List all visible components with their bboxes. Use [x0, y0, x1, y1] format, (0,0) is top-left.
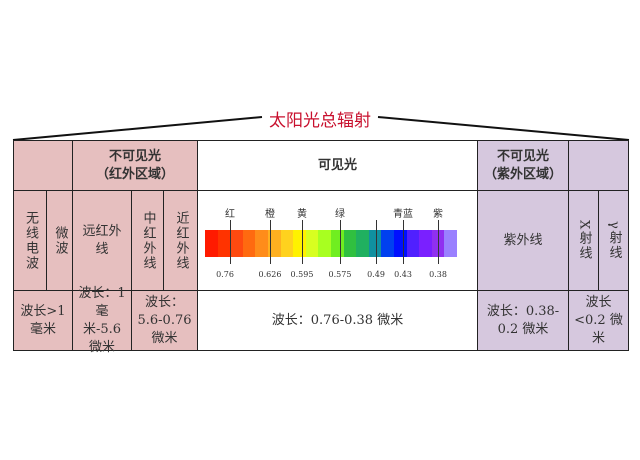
uv-wavelength: 波长：0.38-0.2 微米 — [477, 290, 569, 351]
spectrum-tick — [230, 220, 231, 264]
wavelength-value: 0.49 — [367, 270, 385, 279]
ultraviolet: 紫外线 — [477, 190, 569, 291]
microwave: 微波 — [52, 225, 68, 256]
spectrum-tick — [302, 220, 303, 264]
short-wavelength: 波长<0.2 微米 — [568, 290, 629, 351]
uv-header-text: 不可见光 — [496, 148, 549, 164]
spectrum-segment — [406, 230, 420, 257]
spectrum-segment — [356, 230, 369, 257]
spectrum-segment — [330, 230, 344, 257]
wavelength-value: 0.43 — [394, 270, 412, 279]
uv-header-sub: （紫外区域） — [483, 166, 562, 182]
wavelength-value: 0.575 — [328, 270, 352, 279]
far-infrared: 远红外线 — [72, 190, 132, 291]
gamma-ray: γ射线 — [606, 220, 622, 261]
spectrum-segment — [419, 230, 432, 257]
ir-empty-cell — [13, 140, 73, 191]
mid-infrared: 中红外线 — [140, 210, 156, 271]
uv-header: 不可见光 （紫外区域） — [477, 140, 569, 191]
spectrum-segment — [343, 230, 357, 257]
color-label: 橙 — [265, 209, 275, 220]
spectrum-segment — [318, 230, 331, 257]
spectrum-segment — [305, 230, 319, 257]
wavelength-value: 0.76 — [216, 270, 234, 279]
spectrum-tick — [376, 220, 377, 264]
ir-header: 不可见光 （红外区域） — [72, 140, 198, 191]
spectrum-segment — [280, 230, 294, 257]
diagram-title: 太阳光总辐射 — [269, 111, 371, 131]
spectrum-segment — [205, 230, 218, 257]
spectrum-segment — [255, 230, 268, 257]
spectrum-segment — [368, 230, 382, 257]
visible-header: 可见光 — [197, 140, 478, 191]
spectrum-segment — [381, 230, 394, 257]
spectrum-segment — [444, 230, 457, 257]
spectrum-segment — [242, 230, 256, 257]
far-ir-wavelength: 波长：1毫米-5.6微米 — [72, 286, 132, 355]
visible-wavelength: 波长：0.76-0.38 微米 — [197, 290, 478, 351]
radio-wavelength: 波长>1毫米 — [13, 290, 73, 351]
spectrum-segment — [230, 230, 243, 257]
radio-wave: 无线电波 — [23, 210, 38, 271]
near-infrared: 近红外线 — [173, 210, 189, 271]
spectrum-segment — [267, 230, 281, 257]
spectrum-tick — [270, 220, 271, 264]
color-label: 红 — [225, 209, 235, 220]
wavelength-value: 0.38 — [429, 270, 447, 279]
color-label: 绿 — [335, 209, 345, 220]
mid-near-ir-wavelength: 波长：5.6-0.76微米 — [131, 290, 198, 351]
ir-header-text: 不可见光 — [108, 148, 161, 164]
color-label: 黄 — [297, 209, 307, 220]
spectrum-bar — [205, 230, 457, 257]
spectrum-segment — [431, 230, 445, 257]
color-label: 青蓝 — [393, 209, 413, 220]
wavelength-value: 0.595 — [290, 270, 314, 279]
spectrum-tick — [403, 220, 404, 264]
spectrum-segment — [393, 230, 407, 257]
spectrum-segment — [217, 230, 231, 257]
ir-header-sub: （红外区域） — [95, 166, 174, 182]
color-label: 紫 — [433, 209, 443, 220]
spectrum-tick — [340, 220, 341, 264]
wavelength-value: 0.626 — [258, 270, 282, 279]
x-ray: X射线 — [576, 219, 592, 262]
uv-empty-cell — [568, 140, 629, 191]
spectrum-tick — [438, 220, 439, 264]
spectrum-segment — [293, 230, 306, 257]
